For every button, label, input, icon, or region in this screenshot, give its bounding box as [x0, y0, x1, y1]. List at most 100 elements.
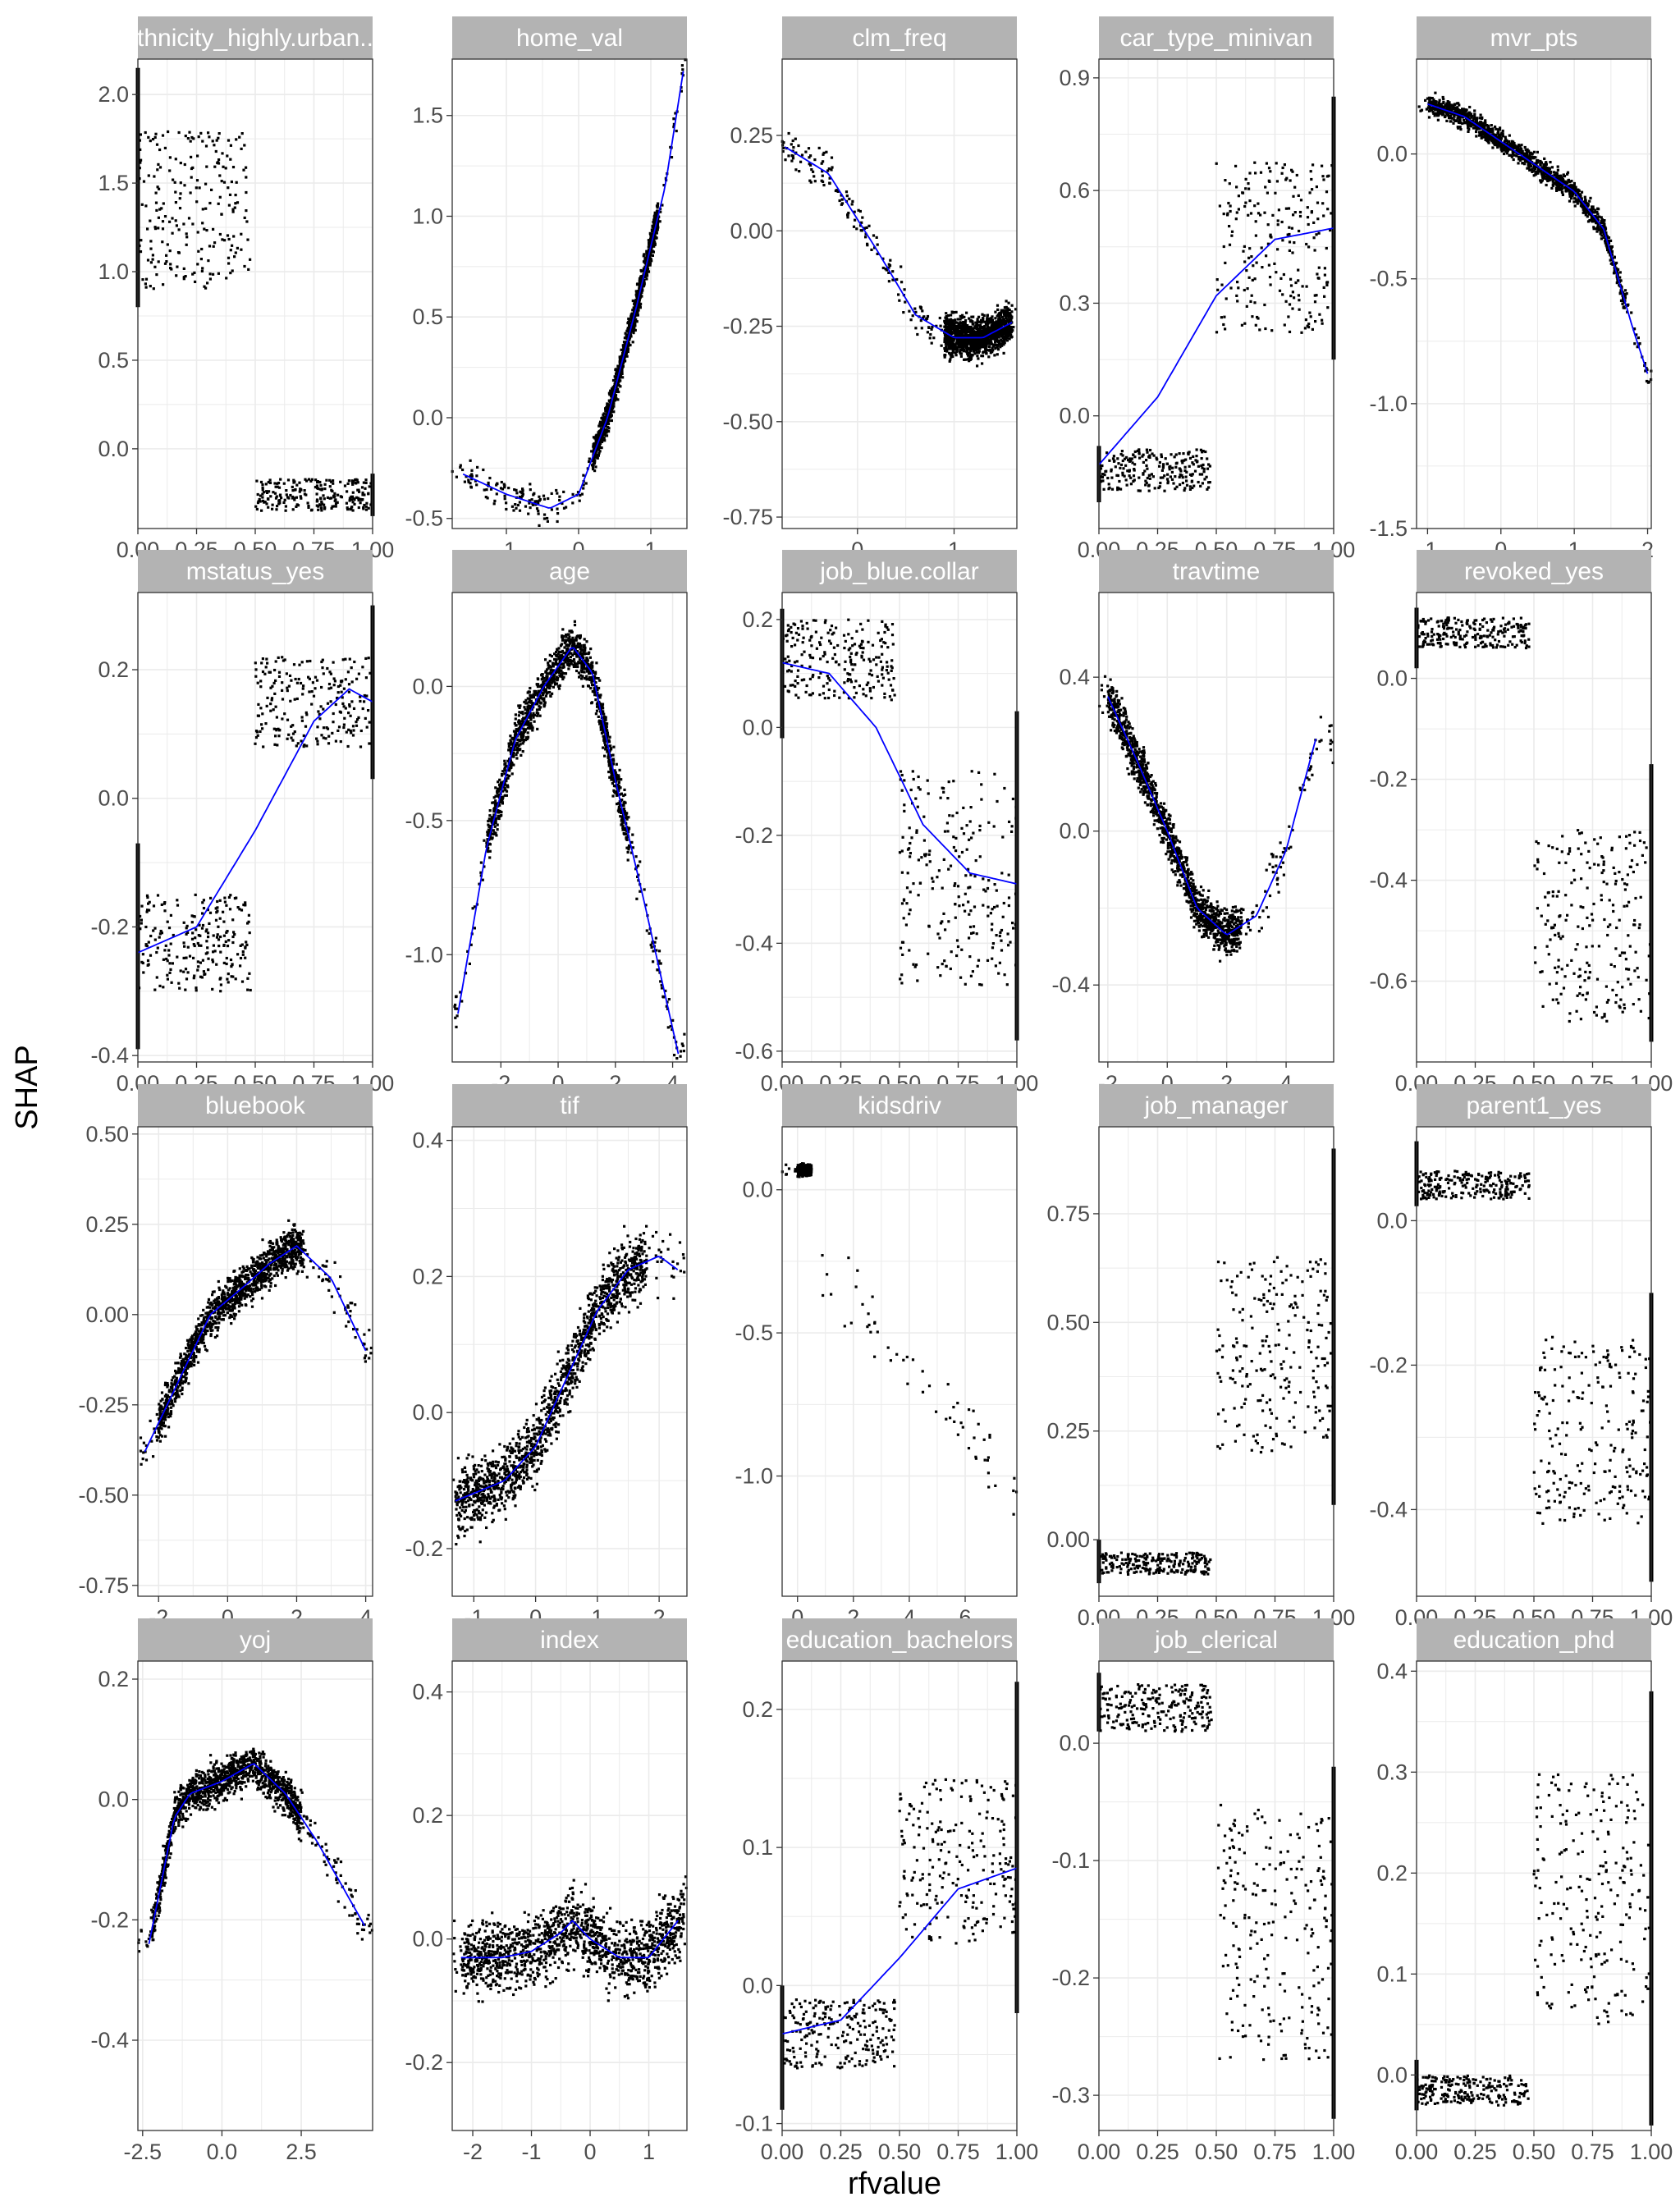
data-point	[149, 285, 152, 288]
data-point	[994, 323, 997, 326]
data-point	[357, 498, 360, 502]
data-point	[201, 222, 204, 225]
data-point	[945, 322, 948, 326]
data-point	[1288, 240, 1292, 244]
data-point	[951, 320, 954, 324]
data-point	[978, 333, 982, 336]
data-point	[971, 327, 974, 331]
data-point	[167, 130, 170, 134]
data-point	[1120, 450, 1124, 453]
data-point	[994, 310, 997, 314]
data-point	[1199, 448, 1202, 451]
data-point	[1123, 474, 1126, 478]
data-point	[1491, 133, 1495, 136]
data-point	[171, 231, 174, 235]
data-point	[675, 130, 678, 133]
data-point	[986, 349, 990, 352]
data-point	[616, 382, 620, 385]
data-point	[1007, 332, 1010, 336]
data-point	[827, 167, 831, 171]
data-point	[634, 318, 638, 322]
data-point	[293, 498, 296, 501]
data-point	[1308, 191, 1311, 195]
data-point	[1445, 119, 1449, 122]
data-point	[1448, 101, 1451, 104]
data-point	[273, 492, 277, 495]
data-point	[639, 281, 642, 285]
data-point	[984, 323, 987, 326]
data-point	[561, 501, 564, 506]
data-point	[988, 342, 991, 346]
data-point	[1183, 487, 1187, 490]
data-point	[565, 506, 568, 509]
data-point	[1307, 323, 1311, 326]
data-point	[332, 505, 336, 508]
data-point	[319, 506, 323, 510]
data-point	[1156, 458, 1159, 461]
data-point	[190, 155, 193, 158]
data-point	[656, 222, 660, 226]
data-point	[1009, 318, 1013, 322]
data-point	[232, 235, 236, 238]
data-point	[272, 491, 275, 494]
data-point	[1141, 455, 1144, 458]
data-point	[960, 339, 964, 342]
data-point	[1002, 351, 1005, 355]
data-point	[1313, 294, 1316, 297]
data-point	[158, 208, 162, 211]
data-point	[1453, 103, 1457, 106]
data-point	[350, 495, 353, 498]
data-point	[794, 168, 798, 172]
data-point	[1160, 453, 1163, 456]
data-point	[196, 263, 199, 266]
data-point	[296, 504, 300, 507]
data-point	[625, 352, 628, 355]
data-point	[615, 373, 618, 376]
data-point	[634, 300, 637, 303]
data-point	[1229, 286, 1233, 290]
data-point	[626, 350, 629, 354]
data-point	[1171, 466, 1174, 469]
data-point	[1463, 121, 1466, 125]
data-point	[644, 274, 648, 277]
data-point	[1005, 319, 1009, 323]
data-point	[619, 379, 622, 382]
y-tick-label: 0.9	[1059, 66, 1090, 90]
data-point	[1435, 100, 1438, 103]
data-point	[1151, 452, 1154, 455]
data-point	[299, 487, 302, 491]
data-point	[969, 319, 973, 323]
data-point	[1490, 124, 1493, 127]
data-point	[1005, 300, 1008, 303]
data-point	[626, 343, 629, 346]
data-point	[897, 293, 900, 296]
data-point	[535, 507, 539, 510]
data-point	[976, 332, 979, 335]
data-point	[229, 144, 232, 147]
data-point	[974, 321, 977, 324]
data-point	[643, 274, 647, 277]
data-point	[947, 336, 950, 340]
data-point	[1508, 140, 1511, 144]
data-point	[649, 240, 652, 244]
data-point	[633, 323, 636, 327]
data-point	[958, 334, 961, 337]
data-point	[1240, 323, 1243, 327]
data-point	[606, 403, 609, 406]
data-point	[138, 244, 141, 248]
data-point	[639, 296, 642, 300]
data-point	[1138, 489, 1142, 492]
data-point	[174, 219, 177, 222]
data-point	[331, 505, 334, 508]
data-point	[495, 483, 498, 487]
data-point	[277, 481, 281, 485]
data-point	[1550, 170, 1553, 174]
data-point	[358, 490, 361, 493]
data-point	[988, 318, 991, 322]
data-point	[975, 351, 979, 355]
data-point	[1008, 314, 1011, 318]
data-point	[1276, 248, 1279, 251]
data-point	[153, 175, 156, 178]
data-point	[162, 202, 165, 205]
data-point	[1008, 337, 1011, 341]
